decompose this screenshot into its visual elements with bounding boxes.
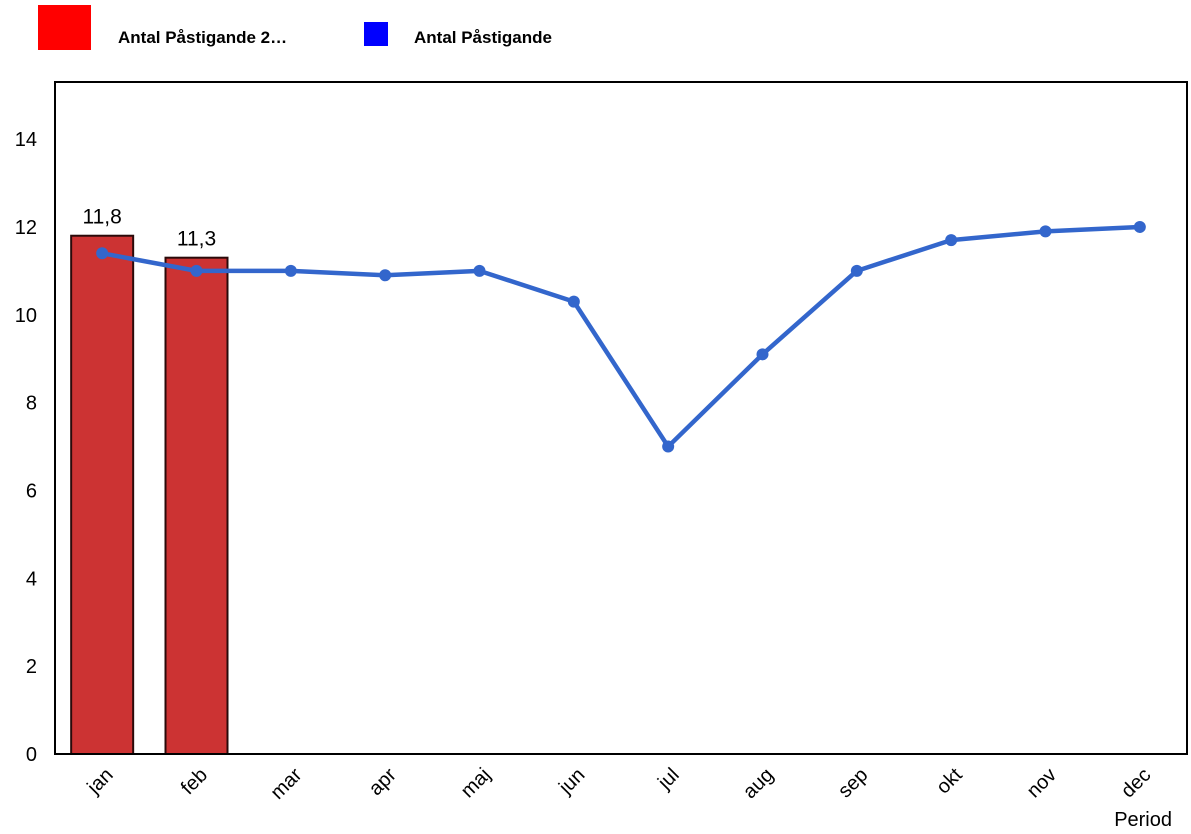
series-line <box>99 224 1143 449</box>
bar <box>70 234 135 756</box>
line-point <box>190 264 203 277</box>
line-series <box>96 220 1146 453</box>
line-point <box>473 264 486 277</box>
x-tick-label: jan <box>83 764 118 799</box>
line-point <box>1133 220 1146 233</box>
line-point <box>379 269 392 282</box>
x-tick-label: dec <box>1117 764 1155 802</box>
x-tick-label: maj <box>457 764 495 802</box>
legend-label-red: Antal Påstigande 2… <box>118 28 288 47</box>
legend-swatch-blue <box>364 22 388 46</box>
y-tick-label: 6 <box>26 480 37 502</box>
x-tick-label: mar <box>266 764 306 804</box>
y-tick-label: 8 <box>26 393 37 415</box>
legend-swatch-red <box>38 5 91 50</box>
y-tick-label: 4 <box>26 568 37 590</box>
y-tick-label: 0 <box>26 744 37 766</box>
bar <box>164 256 229 755</box>
y-axis-ticks: 0 2 4 6 8 10 12 14 <box>15 129 37 766</box>
line-point <box>96 247 109 260</box>
y-tick-label: 14 <box>15 129 37 151</box>
bar-data-label: 11,8 <box>83 206 122 229</box>
x-tick-label: nov <box>1023 764 1061 802</box>
x-tick-label: okt <box>932 764 967 799</box>
line-point <box>850 264 863 277</box>
y-tick-label: 10 <box>15 305 37 327</box>
y-tick-label: 12 <box>15 217 37 239</box>
legend: Antal Påstigande 2… Antal Påstigande <box>0 0 1191 70</box>
y-tick-label: 2 <box>26 656 37 678</box>
line-point <box>756 348 769 361</box>
x-tick-label: sep <box>834 764 872 802</box>
x-axis-ticks: jan feb mar apr maj jun jul aug sep okt nov dec <box>83 764 1156 804</box>
legend-label-blue: Antal Påstigande <box>414 28 552 47</box>
bar-data-labels: 11,8 11,3 <box>83 206 217 251</box>
line-point <box>1039 225 1052 238</box>
plot-area-frame <box>54 81 1188 755</box>
bar-data-label: 11,3 <box>177 228 216 251</box>
x-tick-label: aug <box>739 764 778 803</box>
bar-series <box>70 234 229 756</box>
x-tick-label: jul <box>653 764 683 794</box>
x-tick-label: jun <box>554 764 589 799</box>
line-point <box>662 440 675 453</box>
x-tick-label: feb <box>177 764 212 799</box>
line-point <box>567 295 580 308</box>
x-axis-title: Period <box>1114 809 1172 831</box>
line-point <box>284 264 297 277</box>
line-point <box>945 234 958 247</box>
x-tick-label: apr <box>365 764 401 800</box>
